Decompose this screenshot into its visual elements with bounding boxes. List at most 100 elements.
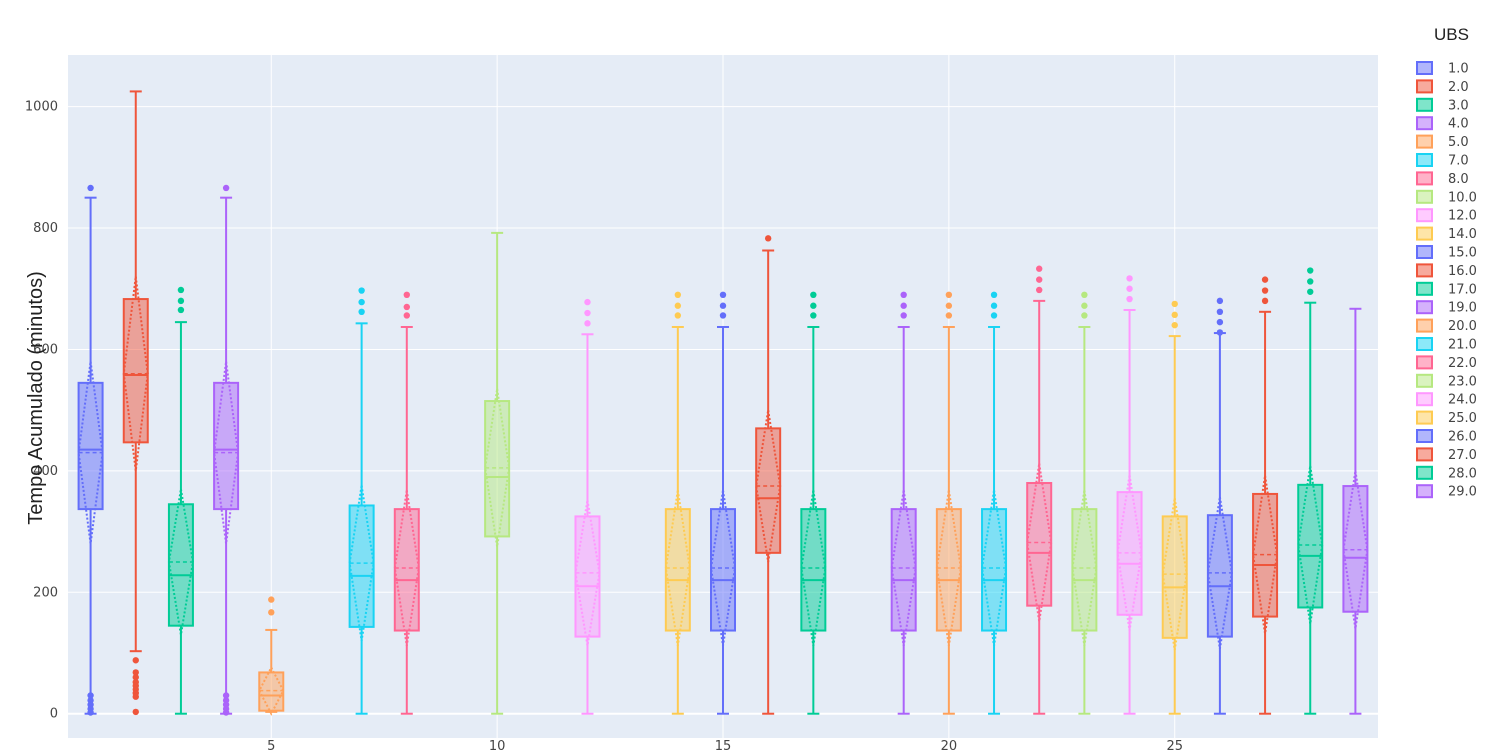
mean-sd-diamond bbox=[348, 485, 375, 642]
legend-item-22.0[interactable]: 22.0 bbox=[1416, 355, 1477, 371]
outlier-point bbox=[1126, 295, 1133, 303]
outlier-point bbox=[1307, 278, 1314, 285]
outlier-point bbox=[1081, 291, 1088, 299]
outlier-point bbox=[1171, 300, 1178, 308]
box-series-15.0 bbox=[709, 291, 737, 715]
outlier-point bbox=[132, 657, 139, 664]
mean-sd-diamond bbox=[1161, 498, 1188, 651]
box-iqr bbox=[1161, 515, 1188, 639]
legend-item-8.0[interactable]: 8.0 bbox=[1416, 171, 1469, 187]
legend-swatch bbox=[1416, 281, 1433, 296]
legend-item-7.0[interactable]: 7.0 bbox=[1416, 153, 1469, 169]
legend-item-28.0[interactable]: 28.0 bbox=[1416, 465, 1477, 481]
legend-item-24.0[interactable]: 24.0 bbox=[1416, 392, 1477, 408]
mean-sd-diamond bbox=[709, 490, 737, 646]
outlier-point bbox=[1036, 276, 1043, 283]
outlier-point bbox=[810, 291, 817, 299]
outlier-point bbox=[945, 291, 953, 299]
outlier-point bbox=[268, 609, 275, 616]
legend-item-19.0[interactable]: 19.0 bbox=[1416, 300, 1477, 316]
legend-swatch bbox=[1416, 447, 1433, 462]
legend-item-20.0[interactable]: 20.0 bbox=[1416, 318, 1477, 334]
legend-label: 2.0 bbox=[1448, 80, 1469, 95]
x-tick-label: 5 bbox=[267, 739, 275, 754]
legend-item-4.0[interactable]: 4.0 bbox=[1416, 116, 1469, 132]
outlier-point bbox=[584, 309, 591, 317]
x-tick-label: 20 bbox=[941, 739, 958, 754]
outlier-point bbox=[990, 291, 998, 299]
legend-swatch bbox=[1416, 484, 1433, 499]
outlier-point bbox=[990, 302, 998, 309]
legend-label: 27.0 bbox=[1448, 448, 1477, 463]
outlier-point bbox=[358, 308, 365, 316]
outlier-point bbox=[1261, 297, 1269, 305]
outlier-point bbox=[719, 291, 727, 299]
mean-sd-diamond bbox=[1252, 475, 1279, 634]
box-series-29.0 bbox=[1342, 307, 1369, 715]
legend-label: 17.0 bbox=[1448, 282, 1477, 297]
legend-item-15.0[interactable]: 15.0 bbox=[1416, 245, 1477, 261]
legend-swatch bbox=[1416, 226, 1433, 241]
box-series-24.0 bbox=[1116, 275, 1143, 715]
legend-item-17.0[interactable]: 17.0 bbox=[1416, 281, 1477, 297]
outlier-point bbox=[87, 184, 94, 192]
legend-label: 21.0 bbox=[1448, 338, 1477, 353]
legend-label: 12.0 bbox=[1448, 209, 1477, 224]
box-iqr bbox=[1342, 485, 1369, 613]
mean-sd-diamond bbox=[1116, 474, 1143, 631]
box-series-7.0 bbox=[348, 287, 375, 715]
box-series-5.0 bbox=[258, 596, 285, 716]
outlier-point bbox=[945, 312, 953, 319]
legend-swatch bbox=[1416, 116, 1433, 131]
legend-label: 23.0 bbox=[1448, 374, 1477, 389]
legend-item-3.0[interactable]: 3.0 bbox=[1416, 97, 1469, 113]
box-series-10.0 bbox=[484, 231, 511, 715]
box-iqr bbox=[77, 381, 104, 511]
box-series-25.0 bbox=[1161, 300, 1188, 715]
legend-item-5.0[interactable]: 5.0 bbox=[1416, 134, 1469, 150]
box-series-8.0 bbox=[393, 291, 420, 715]
box-iqr bbox=[1026, 482, 1053, 607]
mean-sd-diamond bbox=[1342, 470, 1369, 629]
box-iqr bbox=[710, 508, 736, 632]
outlier-point bbox=[1216, 318, 1224, 326]
box-iqr bbox=[122, 298, 149, 444]
legend-label: 5.0 bbox=[1448, 135, 1469, 150]
legend-item-25.0[interactable]: 25.0 bbox=[1416, 410, 1477, 426]
mean-sd-diamond bbox=[664, 490, 691, 646]
outlier-point bbox=[584, 320, 591, 327]
legend-item-2.0[interactable]: 2.0 bbox=[1416, 79, 1469, 95]
legend-item-21.0[interactable]: 21.0 bbox=[1416, 337, 1477, 353]
legend-swatch bbox=[1416, 97, 1433, 112]
y-tick-label: 0 bbox=[50, 707, 58, 722]
legend-item-14.0[interactable]: 14.0 bbox=[1416, 226, 1477, 242]
legend: 1.0 2.0 3.0 4.0 5.0 7.0 8.0 10.0 12.0 14.0 15.0 16.… bbox=[1416, 61, 1477, 500]
legend-label: 10.0 bbox=[1448, 190, 1477, 205]
outlier-point bbox=[810, 312, 817, 319]
box-series-1.0 bbox=[77, 184, 104, 716]
legend-swatch bbox=[1416, 355, 1433, 370]
mean-sd-diamond bbox=[1206, 496, 1233, 649]
outlier-point bbox=[719, 302, 727, 309]
legend-swatch bbox=[1416, 318, 1433, 333]
box-series-16.0 bbox=[755, 235, 782, 715]
legend-label: 3.0 bbox=[1448, 98, 1469, 113]
y-tick-label: 600 bbox=[33, 342, 58, 357]
legend-item-27.0[interactable]: 27.0 bbox=[1416, 447, 1477, 463]
outlier-point bbox=[1036, 265, 1043, 272]
legend-item-23.0[interactable]: 23.0 bbox=[1416, 373, 1477, 389]
legend-item-10.0[interactable]: 10.0 bbox=[1416, 189, 1477, 205]
legend-item-12.0[interactable]: 12.0 bbox=[1416, 208, 1477, 224]
legend-item-26.0[interactable]: 26.0 bbox=[1416, 429, 1477, 445]
legend-label: 26.0 bbox=[1448, 430, 1477, 445]
legend-item-16.0[interactable]: 16.0 bbox=[1416, 263, 1477, 279]
outlier-point bbox=[900, 291, 907, 299]
legend-item-1.0[interactable]: 1.0 bbox=[1416, 61, 1469, 77]
legend-label: 24.0 bbox=[1448, 393, 1477, 408]
y-tick-labels: 0 200 400 600 800 1000 bbox=[25, 100, 58, 722]
outlier-point bbox=[403, 303, 410, 311]
legend-swatch bbox=[1416, 189, 1433, 204]
outlier-point bbox=[222, 692, 230, 699]
legend-item-29.0[interactable]: 29.0 bbox=[1416, 484, 1477, 500]
